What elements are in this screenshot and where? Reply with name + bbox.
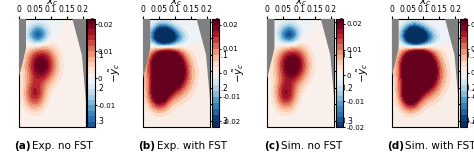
Y-axis label: $-\tilde{y}_c$: $-\tilde{y}_c$: [108, 62, 123, 83]
Text: Exp. with FST: Exp. with FST: [156, 141, 227, 151]
Text: (d): (d): [387, 141, 404, 151]
Text: (c): (c): [264, 141, 279, 151]
X-axis label: $\tilde{x}_c$: $\tilde{x}_c$: [46, 0, 59, 8]
X-axis label: $\tilde{x}_c$: $\tilde{x}_c$: [419, 0, 431, 8]
Text: Exp. no FST: Exp. no FST: [32, 141, 93, 151]
Polygon shape: [264, 19, 274, 88]
Y-axis label: $-\tilde{y}_c$: $-\tilde{y}_c$: [232, 62, 247, 83]
Polygon shape: [16, 19, 25, 88]
Y-axis label: $-\tilde{y}_c$: $-\tilde{y}_c$: [356, 62, 371, 83]
X-axis label: $\tilde{x}_c$: $\tilde{x}_c$: [170, 0, 183, 8]
Polygon shape: [140, 19, 149, 88]
X-axis label: $\tilde{x}_c$: $\tilde{x}_c$: [294, 0, 307, 8]
Polygon shape: [197, 19, 213, 127]
Polygon shape: [446, 19, 462, 127]
Polygon shape: [321, 19, 337, 127]
Text: Sim. with FST: Sim. with FST: [405, 141, 474, 151]
Polygon shape: [73, 19, 89, 127]
Text: Sim. no FST: Sim. no FST: [281, 141, 342, 151]
Text: (a): (a): [14, 141, 31, 151]
Text: (b): (b): [138, 141, 155, 151]
Polygon shape: [388, 19, 398, 88]
